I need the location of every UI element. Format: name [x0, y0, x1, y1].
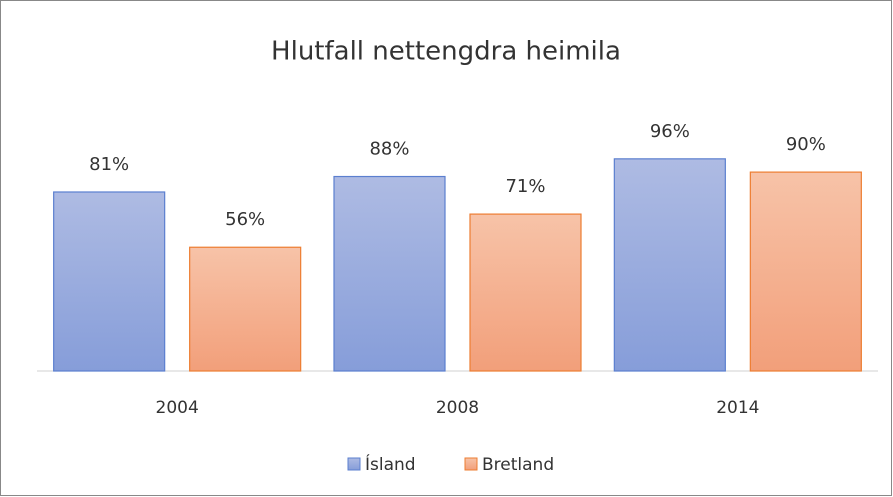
data-label: 88%	[369, 139, 409, 160]
bar	[333, 175, 446, 372]
data-label: 81%	[89, 154, 129, 175]
x-tick-label: 2014	[716, 398, 759, 418]
bar	[53, 191, 166, 372]
legend-label: Bretland	[482, 455, 554, 475]
bar	[613, 158, 726, 372]
x-tick-label: 2008	[436, 398, 479, 418]
legend-label: Ísland	[365, 453, 416, 475]
bar	[469, 213, 582, 372]
legend-swatch	[464, 457, 478, 471]
data-label: 96%	[650, 121, 690, 142]
data-label: 71%	[505, 176, 545, 197]
data-label: 90%	[786, 134, 826, 155]
bar	[749, 171, 862, 372]
bar	[189, 246, 302, 372]
x-tick-label: 2004	[156, 398, 199, 418]
chart-title: Hlutfall nettengdra heimila	[271, 37, 621, 67]
legend-swatch	[347, 457, 361, 471]
data-label: 56%	[225, 209, 265, 230]
